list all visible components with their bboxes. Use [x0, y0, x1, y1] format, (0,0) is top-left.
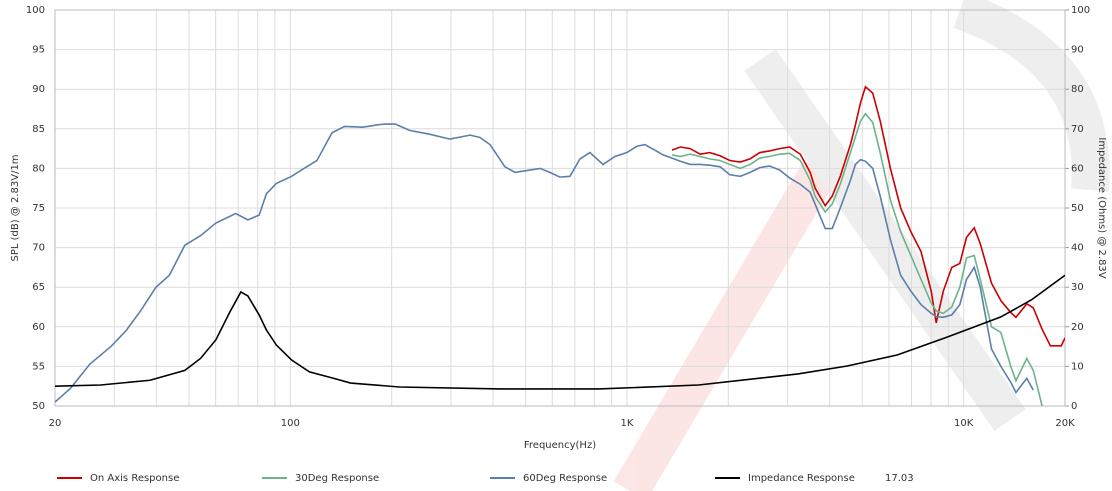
- watermark-stroke: [744, 49, 1026, 431]
- watermark-stroke: [953, 0, 1110, 192]
- y-tick-label: 85: [32, 124, 45, 135]
- series-line: [671, 112, 1043, 406]
- y2-tick-label: 40: [1071, 243, 1084, 254]
- y-tick-label: 70: [32, 243, 45, 254]
- y-tick-label: 55: [32, 361, 45, 372]
- legend-readout: 17.03: [885, 473, 914, 484]
- x-tick-label: 20K: [1055, 418, 1075, 429]
- y2-tick-label: 100: [1071, 5, 1090, 16]
- x-tick-label: 10K: [954, 418, 974, 429]
- y2-tick-label: 50: [1071, 203, 1084, 214]
- x-axis-label: Frequency(Hz): [524, 440, 596, 451]
- watermark: [613, 0, 1110, 491]
- y2-tick-label: 30: [1071, 282, 1084, 293]
- x-tick-label: 20: [49, 418, 62, 429]
- x-tick-label: 100: [281, 418, 300, 429]
- watermark-stroke: [613, 160, 837, 491]
- y-tick-label: 100: [26, 5, 45, 16]
- y-tick-label: 75: [32, 203, 45, 214]
- y2-tick-label: 20: [1071, 322, 1084, 333]
- y2-tick-label: 90: [1071, 45, 1084, 56]
- y2-tick-label: 80: [1071, 84, 1084, 95]
- y2-axis-label: Impedance (Ohms) @ 2.83V: [1096, 137, 1107, 278]
- y-axis-label: SPL (dB) @ 2.83V/1m: [10, 154, 21, 261]
- y-tick-label: 60: [32, 322, 45, 333]
- x-tick-label: 1K: [621, 418, 634, 429]
- plot-frame: [54, 9, 1066, 407]
- y2-tick-label: 70: [1071, 124, 1084, 135]
- legend-label: 30Deg Response: [295, 473, 379, 484]
- y-tick-label: 80: [32, 163, 45, 174]
- y2-tick-label: 10: [1071, 361, 1084, 372]
- y-tick-label: 95: [32, 45, 45, 56]
- y-tick-label: 65: [32, 282, 45, 293]
- y2-tick-label: 60: [1071, 163, 1084, 174]
- y-tick-label: 50: [32, 401, 45, 412]
- y2-tick-label: 0: [1071, 401, 1077, 412]
- legend-label: Impedance Response: [748, 473, 855, 484]
- series-line: [671, 85, 1065, 347]
- series-line: [55, 123, 1034, 403]
- series-line: [55, 274, 1065, 390]
- y-tick-label: 90: [32, 84, 45, 95]
- legend-label: 60Deg Response: [523, 473, 607, 484]
- legend-label: On Axis Response: [90, 473, 179, 484]
